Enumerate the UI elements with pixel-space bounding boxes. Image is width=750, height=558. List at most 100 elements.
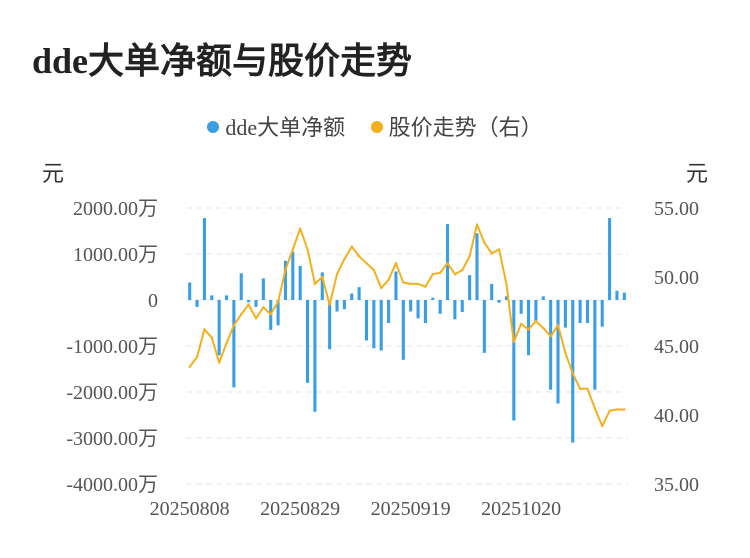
- price-point: [276, 300, 280, 304]
- legend-item-price[interactable]: 股价走势（右）: [370, 110, 543, 142]
- price-point: [534, 319, 538, 323]
- price-point: [313, 282, 317, 286]
- price-point: [298, 227, 302, 230]
- dde-bar: [224, 295, 229, 300]
- line-layer: [188, 223, 626, 428]
- price-point: [431, 273, 434, 276]
- price-point: [438, 271, 442, 275]
- price-point: [409, 282, 412, 286]
- price-point: [556, 324, 560, 327]
- dde-bar: [350, 293, 354, 300]
- left-tick-label: -1000.00万: [66, 336, 158, 358]
- price-point: [564, 351, 567, 355]
- right-tick-label: 55.00: [654, 198, 699, 220]
- dde-bar: [578, 300, 582, 323]
- legend-dot-dde: [207, 121, 220, 133]
- dde-bar: [328, 300, 332, 350]
- price-point: [232, 324, 236, 327]
- price-point: [247, 303, 250, 306]
- dde-bar: [512, 300, 516, 421]
- price-point: [335, 273, 339, 276]
- price-point: [291, 248, 295, 251]
- left-axis-unit: 元: [42, 161, 65, 186]
- price-point: [188, 365, 191, 368]
- dde-bar: [188, 282, 192, 300]
- price-point: [461, 268, 464, 272]
- dde-bar: [313, 300, 317, 412]
- price-point: [468, 255, 471, 258]
- price-line: [188, 223, 625, 427]
- price-point: [571, 372, 574, 375]
- price-point: [269, 313, 272, 316]
- dde-bar: [482, 300, 486, 353]
- price-point: [387, 278, 390, 281]
- dde-bar: [306, 300, 310, 383]
- price-point: [424, 285, 427, 288]
- dde-bar: [608, 218, 612, 300]
- price-point: [203, 328, 206, 331]
- price-point: [350, 245, 353, 248]
- price-point: [357, 255, 361, 258]
- dde-bar: [261, 278, 265, 300]
- dde-bar: [468, 275, 472, 300]
- left-tick-label: -2000.00万: [66, 382, 158, 404]
- dde-bar: [556, 300, 560, 404]
- price-point: [217, 361, 221, 364]
- left-tick-label: -4000.00万: [66, 474, 158, 496]
- dde-bar: [291, 251, 295, 300]
- legend-label-price: 股价走势（右）: [388, 115, 543, 140]
- price-point: [586, 387, 589, 390]
- dde-bar: [615, 290, 619, 300]
- price-point: [512, 340, 516, 344]
- price-point: [284, 268, 287, 272]
- dde-bar: [387, 300, 391, 323]
- chart-title: dde大单净额与股价走势: [32, 41, 413, 81]
- price-point: [527, 328, 530, 331]
- price-point: [402, 281, 405, 284]
- dde-bar: [563, 300, 567, 328]
- dde-bar: [283, 260, 287, 300]
- dde-bar: [460, 300, 464, 312]
- dde-bar: [254, 300, 258, 307]
- price-point: [475, 223, 479, 226]
- price-point: [321, 275, 324, 279]
- dde-bar: [401, 300, 405, 360]
- dde-bar: [394, 271, 398, 300]
- left-tick-label: 0: [148, 290, 158, 312]
- dde-bar: [217, 300, 221, 356]
- price-point: [542, 326, 545, 330]
- legend-item-dde[interactable]: dde大单净额: [207, 110, 345, 142]
- price-point: [615, 408, 619, 411]
- price-point: [195, 355, 199, 359]
- dde-bar: [490, 283, 494, 300]
- dde-bar: [232, 300, 236, 388]
- left-tick-label: 2000.00万: [73, 198, 158, 220]
- price-point: [519, 322, 523, 326]
- dde-bar: [541, 296, 545, 300]
- price-point: [497, 248, 501, 251]
- right-tick-label: 40.00: [654, 405, 699, 427]
- dde-bar: [276, 300, 280, 326]
- x-tick-label: 20251020: [481, 498, 561, 520]
- price-point: [365, 262, 368, 265]
- dde-bar: [453, 300, 457, 320]
- price-point: [343, 257, 346, 261]
- dde-bar: [195, 300, 199, 307]
- dde-bar: [527, 300, 531, 356]
- dde-bar: [335, 300, 339, 312]
- dde-bar: [372, 300, 376, 349]
- dde-bar: [431, 297, 435, 300]
- dde-bar: [298, 265, 302, 300]
- price-point: [446, 262, 449, 265]
- price-point: [372, 268, 376, 272]
- left-tick-label: 1000.00万: [73, 244, 158, 266]
- x-tick-label: 20250808: [150, 498, 230, 520]
- legend-dot-price: [370, 121, 383, 133]
- grid-layer: [186, 207, 628, 485]
- dde-bar: [357, 287, 361, 300]
- dde-bar: [320, 272, 324, 300]
- price-point: [578, 387, 582, 390]
- dde-bar: [534, 300, 538, 321]
- dde-bar: [585, 300, 590, 323]
